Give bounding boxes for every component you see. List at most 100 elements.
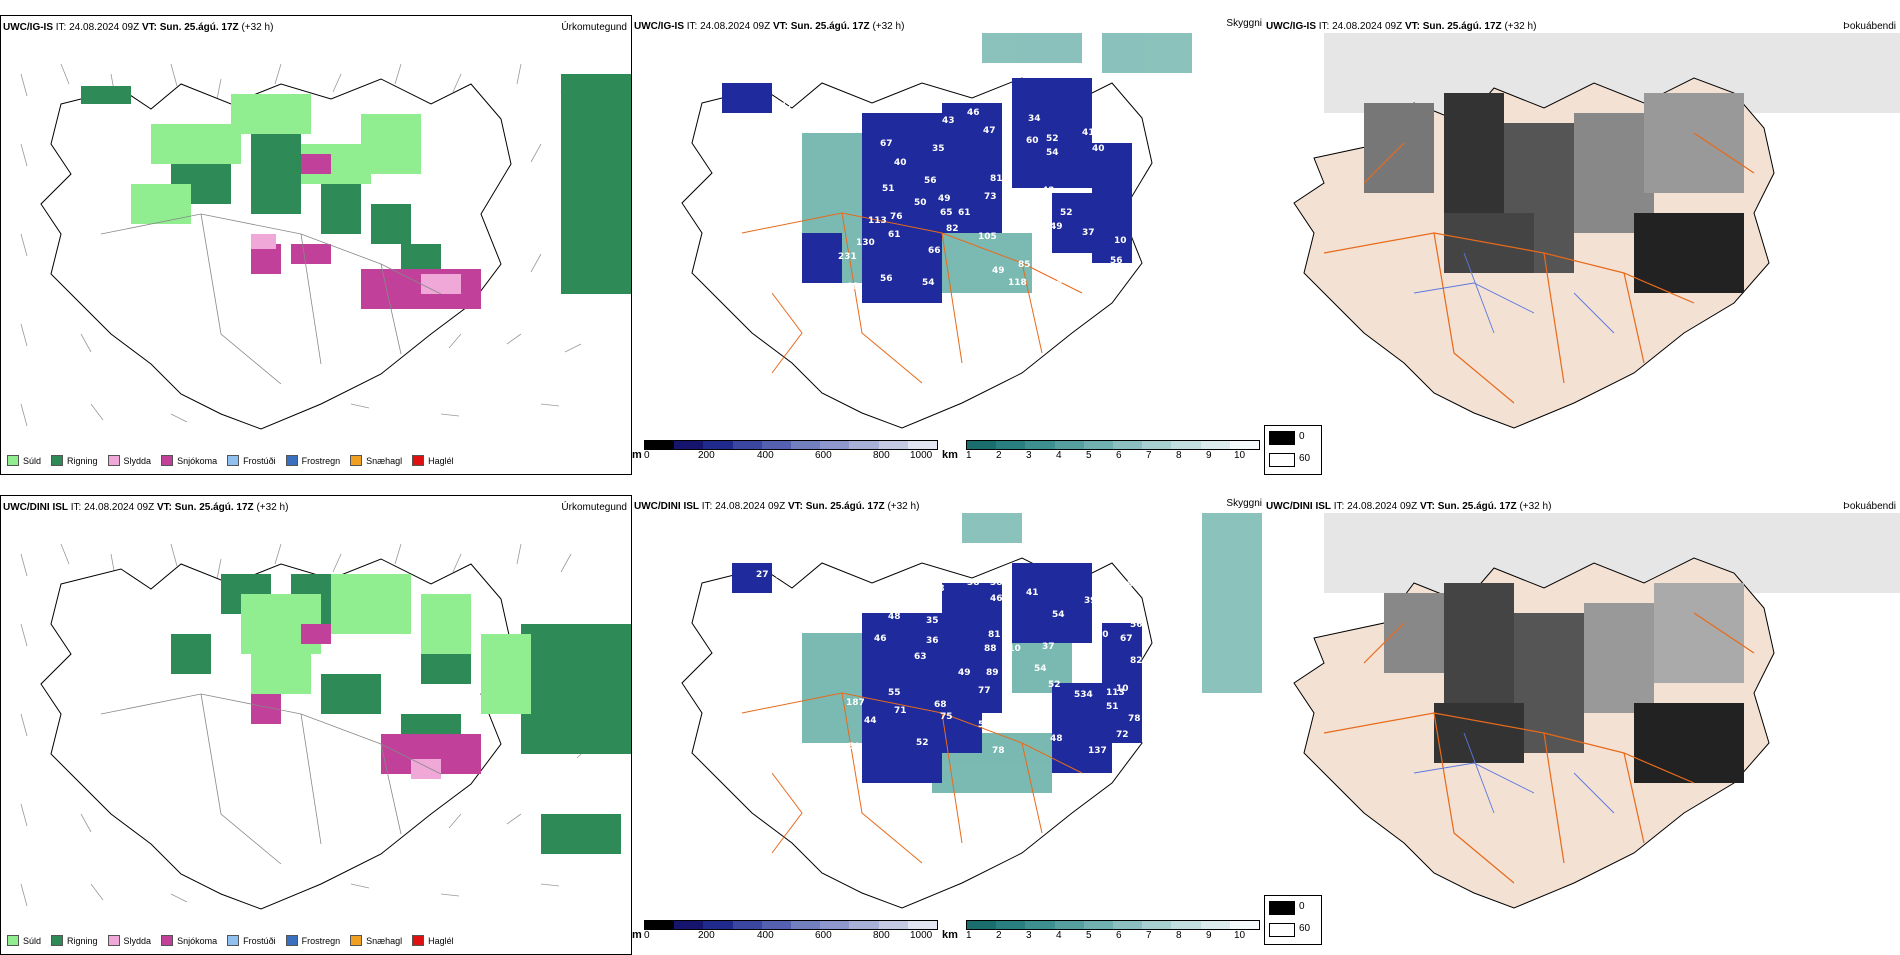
ceiling-label: 37	[1042, 642, 1055, 652]
vt-label: VT:	[787, 501, 803, 512]
ceiling-tick: 400	[757, 930, 774, 941]
ceiling-label: 71	[894, 706, 907, 716]
ceiling-label: 40	[1092, 144, 1105, 154]
fog-grey-areas	[1364, 93, 1744, 293]
ceiling-label: 72	[1116, 730, 1129, 740]
model-name: UWC/IG-IS	[3, 22, 53, 33]
visibility-tick: 5	[1086, 930, 1092, 941]
it-label: IT:	[701, 501, 713, 512]
ceiling-label: 75	[940, 712, 953, 722]
precip-sleet-areas	[411, 759, 441, 779]
ceiling-label: 56	[880, 274, 893, 284]
ceiling-label: 534	[1074, 690, 1093, 700]
ceiling-tick: 0	[644, 450, 650, 461]
lead-time: (+32 h)	[1519, 501, 1552, 512]
ceiling-tick: 600	[815, 450, 832, 461]
visibility-tick: 4	[1056, 930, 1062, 941]
ceiling-tick: 0	[644, 930, 650, 941]
ceiling-label: 54	[1052, 610, 1065, 620]
vt-value: Sun. 25.ágú. 17Z	[790, 21, 870, 32]
ceiling-unit: m	[632, 929, 642, 941]
roads	[100, 693, 442, 865]
visibility-tick: 8	[1176, 930, 1182, 941]
ceiling-label: 68	[934, 700, 947, 710]
lead-time: (+32 h)	[241, 22, 274, 33]
ceiling-label: 89	[986, 668, 999, 678]
ceiling-label: 82	[946, 224, 959, 234]
roads	[1323, 612, 1755, 884]
ceiling-label: 65	[940, 208, 953, 218]
ceiling-label: 86	[1022, 710, 1035, 720]
ceiling-label: 10	[1116, 684, 1129, 694]
panel-header: UWC/IG-IS IT: 24.08.2024 09Z VT: Sun. 25…	[3, 22, 273, 33]
ceiling-tick: 400	[757, 450, 774, 461]
ceiling-label: 47	[780, 102, 793, 112]
ceiling-label: 49	[1050, 222, 1063, 232]
ceiling-label: 43	[942, 116, 955, 126]
fog-legend-min: 0	[1299, 901, 1305, 912]
ceiling-label: 56	[924, 176, 937, 186]
fog-legend-max: 60	[1299, 453, 1311, 464]
ceiling-label: 41	[1082, 128, 1095, 138]
ceiling-label: 137	[1088, 746, 1107, 756]
ceiling-label: 36	[926, 636, 939, 646]
it-label: IT:	[686, 21, 698, 32]
ceiling-label: 38	[932, 584, 945, 594]
ceiling-label: 81	[990, 174, 1003, 184]
ceiling-label: 55	[888, 688, 901, 698]
ceiling-colorbar: m 0 200 400 600 800 1000	[632, 920, 938, 942]
vt-value: Sun. 25.ágú. 17Z	[1422, 21, 1502, 32]
visibility-tick: 6	[1116, 450, 1122, 461]
vt-value: Sun. 25.ágú. 17Z	[174, 502, 254, 513]
ceiling-label: 49	[958, 668, 971, 678]
fog-panel-1: UWC/IG-IS IT: 24.08.2024 09Z VT: Sun. 25…	[1264, 15, 1900, 475]
ceiling-label: 88	[984, 644, 997, 654]
visibility-tick: 8	[1176, 450, 1182, 461]
ceiling-label: 46	[874, 634, 887, 644]
legend-item: Slydda	[107, 935, 151, 946]
panel-field-title: Þokuábendi	[1843, 21, 1896, 32]
vt-label: VT:	[1419, 501, 1435, 512]
ceiling-label: 35	[926, 616, 939, 626]
ceiling-label: 67	[1120, 634, 1133, 644]
panel-header: UWC/IG-IS IT: 24.08.2024 09Z VT: Sun. 25…	[634, 21, 904, 32]
ceiling-tick: 200	[698, 930, 715, 941]
ceiling-label: 48	[888, 612, 901, 622]
vt-value: Sun. 25.ágú. 17Z	[805, 501, 885, 512]
ceiling-labels: 47 60 12 43 35 40 67 46 47 34 52 60 54 4…	[724, 102, 1137, 302]
ceiling-label: 51	[1106, 702, 1119, 712]
it-value: 24.08.2024 09Z	[69, 22, 140, 33]
ceiling-label: 47	[983, 126, 996, 136]
fog-legend-min: 0	[1299, 431, 1305, 442]
model-name: UWC/DINI ISL	[3, 502, 68, 513]
ceiling-tick: 600	[815, 930, 832, 941]
panel-header: UWC/DINI ISL IT: 24.08.2024 09Z VT: Sun.…	[1266, 501, 1551, 512]
ceiling-label: 60	[1026, 136, 1039, 146]
ceiling-label: 130	[856, 238, 875, 248]
iceland-precip-map	[20, 543, 631, 910]
ceiling-label: 113	[868, 216, 887, 226]
ceiling-label: 44	[864, 716, 877, 726]
ceiling-label: 73	[1050, 280, 1063, 290]
ceiling-label: 38	[990, 578, 1003, 588]
visibility-tick: 10	[1234, 450, 1246, 461]
panel-field-title: Úrkomutegund	[561, 502, 627, 513]
ceiling-label: 45	[776, 572, 789, 582]
ceiling-label: 27	[756, 570, 769, 580]
visibility-tick: 7	[1146, 450, 1152, 461]
lead-time: (+32 h)	[872, 21, 905, 32]
ceiling-label: 56	[978, 720, 991, 730]
ceiling-label: 81	[988, 630, 1001, 640]
ceiling-label: 137	[1088, 292, 1107, 302]
visibility-tick: 2	[996, 930, 1002, 941]
panel-field-title: Skyggni	[1226, 498, 1262, 509]
precip-type-panel-2: UWC/DINI ISL IT: 24.08.2024 09Z VT: Sun.…	[0, 495, 632, 955]
ceiling-label: 49	[938, 194, 951, 204]
lead-time: (+32 h)	[887, 501, 920, 512]
visibility-colorbar: km 1 2 3 4 5 6 7 8 9 10	[942, 440, 1264, 462]
ceiling-label: 48	[1050, 734, 1063, 744]
legend-item: Haglél	[412, 455, 454, 466]
visibility-tick: 4	[1056, 450, 1062, 461]
legend-item: Súld	[7, 935, 41, 946]
it-value: 24.08.2024 09Z	[700, 21, 771, 32]
